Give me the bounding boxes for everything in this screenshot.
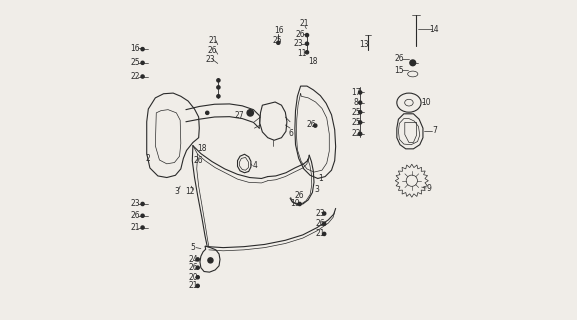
Circle shape xyxy=(247,110,253,116)
Circle shape xyxy=(141,202,144,205)
Text: 21: 21 xyxy=(299,19,309,28)
Circle shape xyxy=(410,60,415,66)
Circle shape xyxy=(314,124,317,127)
Text: 17: 17 xyxy=(351,88,361,97)
Circle shape xyxy=(305,34,309,37)
Text: 5: 5 xyxy=(190,243,196,252)
Text: 19: 19 xyxy=(290,199,299,208)
Circle shape xyxy=(141,226,144,229)
Text: 27: 27 xyxy=(234,111,244,120)
Text: 12: 12 xyxy=(186,188,195,196)
Circle shape xyxy=(196,276,199,279)
Text: 26: 26 xyxy=(295,191,305,200)
Circle shape xyxy=(305,42,309,45)
Text: 1: 1 xyxy=(319,174,323,183)
Text: 18: 18 xyxy=(309,57,318,66)
Text: 23: 23 xyxy=(293,39,303,48)
Text: 26: 26 xyxy=(194,156,204,165)
Text: 24: 24 xyxy=(188,255,198,264)
Text: 26: 26 xyxy=(130,211,140,220)
Text: 15: 15 xyxy=(395,66,404,75)
Text: 11: 11 xyxy=(297,49,306,58)
Circle shape xyxy=(196,266,199,269)
Text: 26: 26 xyxy=(316,219,325,228)
Circle shape xyxy=(196,258,199,261)
Circle shape xyxy=(141,75,144,78)
Text: 4: 4 xyxy=(252,161,257,170)
Circle shape xyxy=(217,86,220,89)
Text: 23: 23 xyxy=(130,199,140,208)
Text: 26: 26 xyxy=(208,45,218,55)
Text: 26: 26 xyxy=(306,120,316,129)
Circle shape xyxy=(298,202,301,205)
Text: 3: 3 xyxy=(174,188,179,196)
Text: 26: 26 xyxy=(188,263,198,272)
Circle shape xyxy=(358,101,362,104)
Circle shape xyxy=(358,91,362,94)
Text: 18: 18 xyxy=(197,144,206,153)
Text: 9: 9 xyxy=(426,184,431,193)
Text: 21: 21 xyxy=(188,281,198,290)
Text: 26: 26 xyxy=(296,30,305,39)
Text: 21: 21 xyxy=(130,223,140,232)
Circle shape xyxy=(358,132,362,135)
Text: 25: 25 xyxy=(351,118,361,127)
Text: 2: 2 xyxy=(145,154,150,163)
Text: 25: 25 xyxy=(351,108,361,117)
Text: 23: 23 xyxy=(205,55,215,64)
Text: 6: 6 xyxy=(288,129,294,138)
Text: 16: 16 xyxy=(274,26,284,35)
Text: 21: 21 xyxy=(316,229,325,238)
Circle shape xyxy=(358,121,362,124)
Circle shape xyxy=(196,284,199,287)
Text: 26: 26 xyxy=(395,54,404,63)
Circle shape xyxy=(141,61,144,64)
Text: 25: 25 xyxy=(273,36,283,45)
Circle shape xyxy=(208,258,213,263)
Text: 22: 22 xyxy=(130,72,140,81)
Circle shape xyxy=(217,79,220,82)
Text: 23: 23 xyxy=(316,209,325,218)
Text: 3: 3 xyxy=(314,185,319,194)
Circle shape xyxy=(141,214,144,217)
Circle shape xyxy=(217,95,220,98)
Text: 10: 10 xyxy=(421,98,431,107)
Text: 20: 20 xyxy=(188,273,198,282)
Text: 7: 7 xyxy=(432,126,437,135)
Circle shape xyxy=(277,41,280,44)
Circle shape xyxy=(323,232,326,236)
Text: 13: 13 xyxy=(359,40,369,49)
Circle shape xyxy=(305,51,309,54)
Circle shape xyxy=(358,111,362,114)
Circle shape xyxy=(323,222,326,225)
Circle shape xyxy=(323,212,326,215)
Text: 21: 21 xyxy=(209,36,218,45)
Text: 8: 8 xyxy=(354,98,358,107)
Circle shape xyxy=(205,111,209,115)
Text: 22: 22 xyxy=(351,129,361,138)
Text: 16: 16 xyxy=(130,44,140,53)
Text: 14: 14 xyxy=(430,25,439,34)
Circle shape xyxy=(141,48,144,51)
Text: 25: 25 xyxy=(130,58,140,67)
